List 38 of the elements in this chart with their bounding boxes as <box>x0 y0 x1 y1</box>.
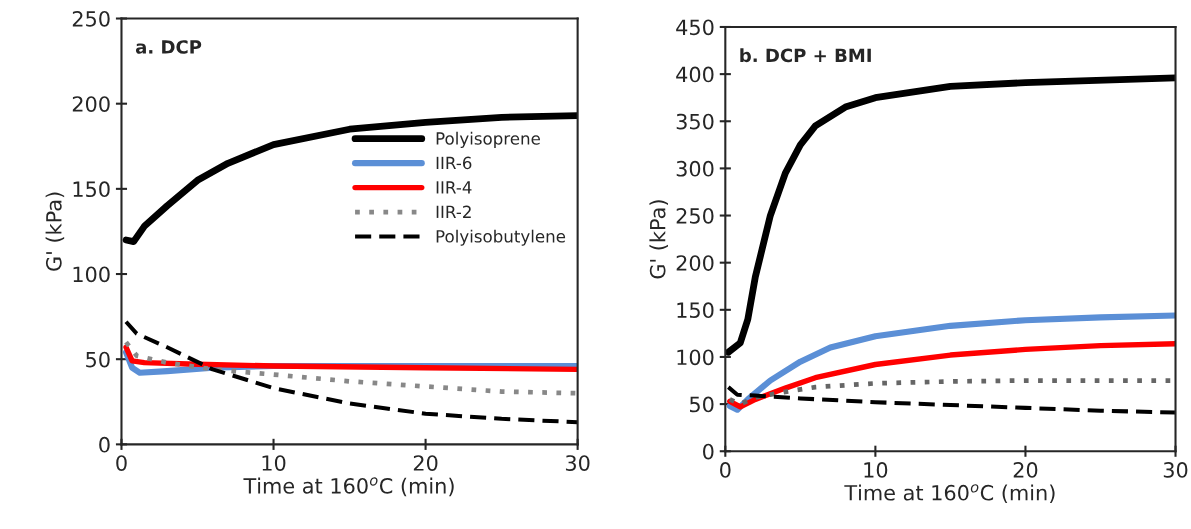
y-tick-label: 50 <box>86 351 110 368</box>
legend-label: IIR-2 <box>436 205 471 218</box>
y-tick-label: 200 <box>676 255 714 271</box>
annotation: a. DCP <box>135 40 202 54</box>
x-tick-label: 0 <box>116 455 127 471</box>
line-series <box>123 339 578 396</box>
y-tick-label: 350 <box>676 113 714 130</box>
y-tick-label: 0 <box>703 443 714 460</box>
legend-label: IIR-6 <box>436 156 472 170</box>
x-axis-title: Time at 160$^{o}$C (min) <box>243 477 454 497</box>
x-tick-label: 30 <box>1163 462 1188 478</box>
y-tick-label: 450 <box>676 19 714 36</box>
y-tick-label: 250 <box>676 207 714 224</box>
x-axis-title: Time at 160$^{o}$C (min) <box>844 484 1055 504</box>
legend-label: Polyisoprene <box>436 131 540 148</box>
annotation: b. DCP + BMI <box>740 48 871 63</box>
y-tick-label: 200 <box>72 96 110 112</box>
x-tick-label: 0 <box>720 462 731 478</box>
y-axis-title: G' (kPa) <box>45 192 65 271</box>
line-series <box>726 385 1176 415</box>
legend-label: Polyisobutylene <box>436 229 566 246</box>
y-tick-label: 150 <box>73 181 110 198</box>
y-tick-label: 300 <box>676 160 714 177</box>
y-tick-label: 150 <box>677 302 714 319</box>
x-tick-label: 10 <box>864 462 888 478</box>
x-tick-label: 30 <box>565 455 590 471</box>
y-tick-label: 100 <box>677 349 714 366</box>
x-tick-label: 20 <box>1013 462 1038 478</box>
legend-label: IIR-4 <box>436 181 472 194</box>
y-tick-label: 100 <box>73 266 110 283</box>
y-tick-label: 400 <box>676 66 714 83</box>
y-tick-label: 50 <box>690 396 714 413</box>
x-tick-label: 20 <box>413 455 438 471</box>
y-tick-label: 0 <box>99 436 110 453</box>
y-tick-label: 250 <box>72 10 110 27</box>
x-tick-label: 10 <box>262 455 286 471</box>
line-series <box>124 319 578 425</box>
y-axis-title: G' (kPa) <box>649 200 668 279</box>
